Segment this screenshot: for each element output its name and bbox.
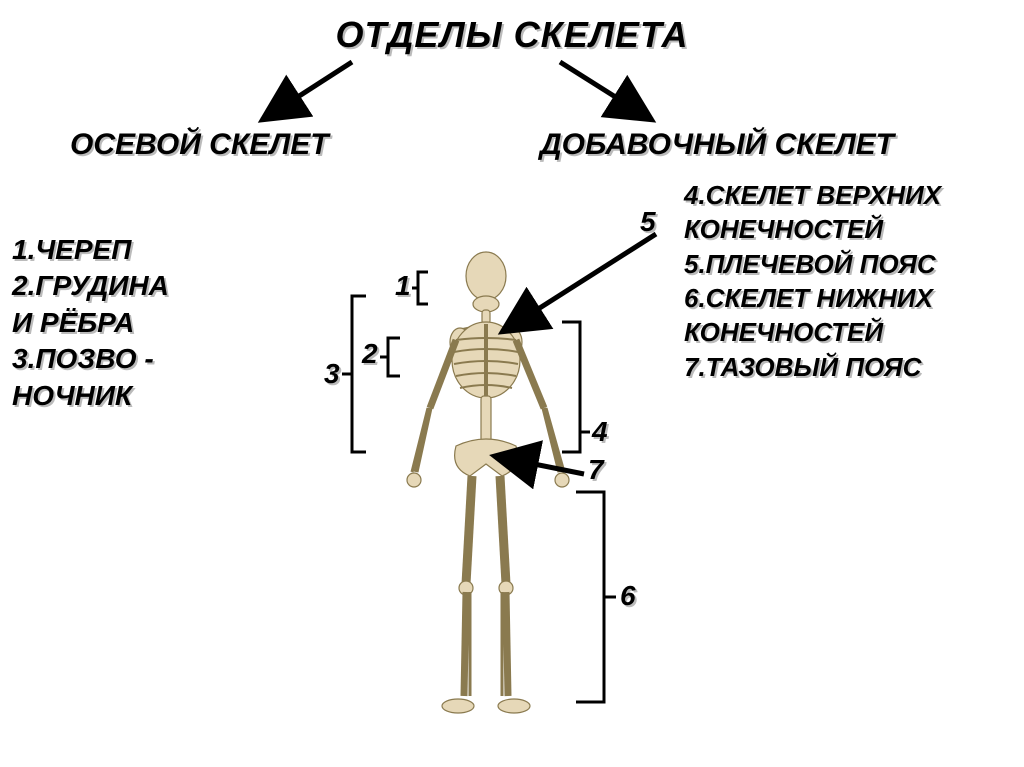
appendicular-item-6b: КОНЕЧНОСТЕЙ [684, 315, 941, 349]
label-3: 3 [324, 358, 340, 390]
arrow-to-appendicular [560, 62, 652, 120]
subtitle-axial: ОСЕВОЙ СКЕЛЕТ [70, 128, 329, 162]
subtitle-appendicular: ДОБАВОЧНЫЙ СКЕЛЕТ [540, 128, 894, 162]
axial-list: 1.ЧЕРЕП 2.ГРУДИНА И РЁБРА 3.ПОЗВО - НОЧН… [12, 232, 169, 414]
appendicular-item-5: 5.ПЛЕЧЕВОЙ ПОЯС [684, 247, 941, 281]
appendicular-item-7: 7.ТАЗОВЫЙ ПОЯС [684, 350, 941, 384]
skeleton-figure [356, 240, 656, 740]
skeleton-icon [356, 240, 656, 740]
page-title: ОТДЕЛЫ СКЕЛЕТА [335, 14, 688, 56]
axial-item-2b: И РЁБРА [12, 305, 169, 341]
appendicular-item-4b: КОНЕЧНОСТЕЙ [684, 212, 941, 246]
axial-item-1: 1.ЧЕРЕП [12, 232, 169, 268]
arrow-to-axial [262, 62, 352, 120]
axial-item-3a: 3.ПОЗВО - [12, 341, 169, 377]
appendicular-item-4a: 4.СКЕЛЕТ ВЕРХНИХ [684, 178, 941, 212]
axial-item-2a: 2.ГРУДИНА [12, 268, 169, 304]
axial-item-3b: НОЧНИК [12, 378, 169, 414]
label-5: 5 [640, 206, 656, 238]
appendicular-item-6a: 6.СКЕЛЕТ НИЖНИХ [684, 281, 941, 315]
appendicular-list: 4.СКЕЛЕТ ВЕРХНИХ КОНЕЧНОСТЕЙ 5.ПЛЕЧЕВОЙ … [684, 178, 941, 384]
